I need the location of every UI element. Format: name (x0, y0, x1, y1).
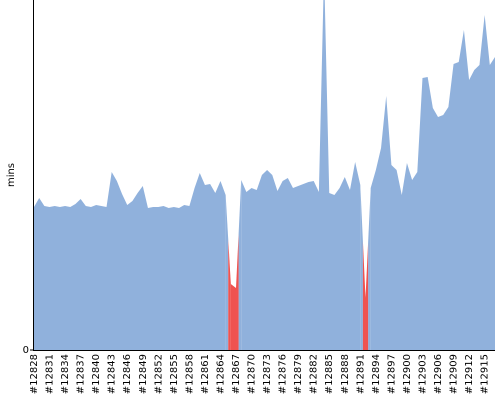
x-tick-label: #12843 (107, 354, 118, 394)
x-tick-label: #12906 (433, 354, 444, 394)
x-tick-label: #12837 (76, 354, 87, 394)
area-joint (236, 234, 239, 350)
x-tick-label: #12858 (184, 354, 195, 394)
x-tick-label: #12879 (293, 354, 304, 394)
x-tick-label: #12885 (324, 354, 335, 394)
x-tick-label: #12846 (122, 354, 133, 394)
x-tick-label: #12834 (60, 354, 71, 394)
area-joint (238, 180, 242, 350)
plot-area (34, 0, 495, 350)
area-joint (365, 243, 369, 350)
x-tick-label: #12867 (231, 354, 242, 394)
y-axis-label: mins (6, 163, 17, 187)
x-tick-label: #12894 (371, 354, 382, 394)
x-tick-label: #12891 (355, 354, 366, 394)
x-tick-label: #12828 (29, 354, 40, 394)
x-tick-label: #12897 (386, 354, 397, 394)
x-tick-label: #12915 (480, 354, 491, 394)
x-tick-label: #12900 (402, 354, 413, 394)
area-joint (225, 195, 229, 350)
area-joint (368, 188, 371, 350)
y-tick-label: 0 (23, 345, 29, 356)
x-tick-label: #12840 (91, 354, 102, 394)
area (34, 172, 226, 350)
x-tick-label: #12903 (417, 354, 428, 394)
x-tick-label: #12849 (138, 354, 149, 394)
x-tick-label: #12888 (340, 354, 351, 394)
x-tick-label: #12864 (215, 354, 226, 394)
area-joint (360, 185, 363, 350)
x-tick-label: #12909 (449, 354, 460, 394)
area (230, 284, 237, 350)
x-tick-label: #12831 (45, 354, 56, 394)
x-tick-label: #12873 (262, 354, 273, 394)
x-tick-label: #12852 (153, 354, 164, 394)
area-joint (228, 239, 231, 350)
x-tick-label: #12861 (200, 354, 211, 394)
area (241, 0, 361, 350)
x-tick-label: #12855 (169, 354, 180, 394)
area-joint (362, 241, 366, 350)
x-tick-label: #12870 (247, 354, 258, 394)
area (370, 15, 495, 350)
x-tick-label: #12876 (278, 354, 289, 394)
x-tick-label: #12882 (309, 354, 320, 394)
x-tick-label: #12912 (464, 354, 475, 394)
